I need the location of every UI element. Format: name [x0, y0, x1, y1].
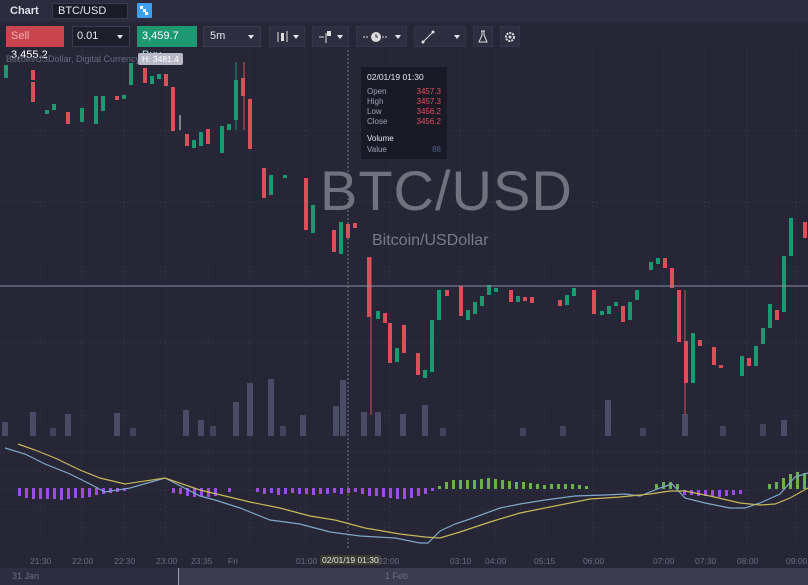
x-tick: 09:00 [786, 556, 808, 566]
top-bar: Chart BTC/USD [0, 0, 808, 22]
time-button[interactable] [356, 26, 407, 47]
tooltip-close-row: Close 3456.2 [367, 117, 441, 127]
compare-icon [140, 6, 148, 15]
buy-price: 3,459.7 [142, 30, 179, 42]
symbol-input[interactable]: BTC/USD [52, 3, 128, 19]
toolbar: Sell 3,455.2 0.01 3,459.7 Buy 5m [0, 22, 808, 61]
tooltip-open-row: Open 3457.3 [367, 87, 441, 97]
x-tick: 02:00 [378, 556, 400, 566]
ohlc-tooltip: 02/01/19 01:30 Open 3457.3 High 3457.3 Low… [361, 67, 447, 159]
series-legend: Bitcoin/USDollar, Digital Currency [6, 54, 141, 64]
chevron-down-icon [117, 35, 123, 39]
compare-button[interactable] [137, 3, 152, 18]
crosshair-time-label: 02/01/19 01:30 [320, 555, 381, 565]
x-tick: 22:00 [72, 556, 94, 566]
volume-value: 88 [432, 145, 441, 154]
x-tick: 23:35 [191, 556, 213, 566]
low-label: Low [367, 107, 382, 116]
chart-type-button[interactable] [269, 26, 305, 47]
volume-value-label: Value [367, 145, 387, 154]
time-axis[interactable]: 21:30 22:00 22:30 23:00 23:35 Fri 01:00 … [0, 550, 808, 568]
tooltip-volume-row: Value 88 [367, 145, 441, 155]
tooltip-high-row: High 3457.3 [367, 97, 441, 107]
tooltip-low-row: Low 3456.2 [367, 107, 441, 117]
x-tick: Fri [228, 556, 238, 566]
chart-title: Chart [10, 5, 39, 17]
open-label: Open [367, 87, 387, 96]
navigator-end-label: 1 Feb [385, 571, 409, 581]
navigator-selection[interactable] [0, 568, 179, 585]
high-value: 3457.3 [416, 97, 441, 106]
indicators-button[interactable] [312, 26, 349, 47]
chevron-down-icon [248, 35, 254, 39]
buy-button[interactable]: 3,459.7 Buy [137, 26, 197, 61]
high-price-badge: H: 3481.4 [138, 53, 183, 65]
chevron-down-icon [337, 35, 343, 39]
x-tick: 03:10 [450, 556, 472, 566]
candlestick-chart-type-icon [277, 31, 288, 42]
x-tick: 23:00 [156, 556, 178, 566]
range-navigator[interactable]: 31 Jan 1 Feb [0, 568, 808, 585]
high-label: High [367, 97, 384, 106]
sell-price: 3,455.2 [11, 49, 48, 61]
x-tick: 21:30 [30, 556, 52, 566]
studies-button[interactable] [473, 26, 493, 47]
x-tick: 08:00 [737, 556, 759, 566]
x-tick: 07:00 [653, 556, 675, 566]
sell-label: Sell [11, 30, 30, 42]
x-tick: 05:15 [534, 556, 556, 566]
quantity-select[interactable]: 0.01 [72, 26, 130, 47]
studies-flask-icon [478, 30, 488, 43]
settings-button[interactable] [500, 26, 520, 47]
chevron-down-icon [395, 35, 401, 39]
time-icon [363, 32, 388, 42]
x-tick: 01:00 [296, 556, 318, 566]
chevron-down-icon [293, 35, 299, 39]
drawing-tool-icon [421, 30, 435, 44]
x-tick: 07:30 [695, 556, 717, 566]
watermark-name: Bitcoin/USDollar [372, 232, 489, 249]
close-label: Close [367, 117, 388, 126]
x-tick: 22:30 [114, 556, 136, 566]
open-value: 3457.3 [416, 87, 441, 96]
navigator-start-label: 31 Jan [12, 571, 40, 581]
timeframe-select[interactable]: 5m [203, 26, 261, 47]
chevron-down-icon [454, 35, 460, 39]
volume-heading: Volume [367, 134, 394, 143]
drawing-tool-button[interactable] [414, 26, 466, 47]
x-tick: 06:00 [583, 556, 605, 566]
low-value: 3456.2 [416, 107, 441, 116]
indicator-icon [319, 31, 331, 43]
timeframe-value: 5m [210, 30, 226, 42]
quantity-value: 0.01 [77, 30, 99, 42]
settings-gear-icon [505, 32, 515, 42]
sell-button[interactable]: Sell 3,455.2 [6, 26, 64, 61]
close-value: 3456.2 [416, 117, 441, 126]
tooltip-datetime: 02/01/19 01:30 [367, 72, 424, 82]
watermark-symbol: BTC/USD [320, 159, 573, 222]
x-tick: 04:00 [485, 556, 507, 566]
